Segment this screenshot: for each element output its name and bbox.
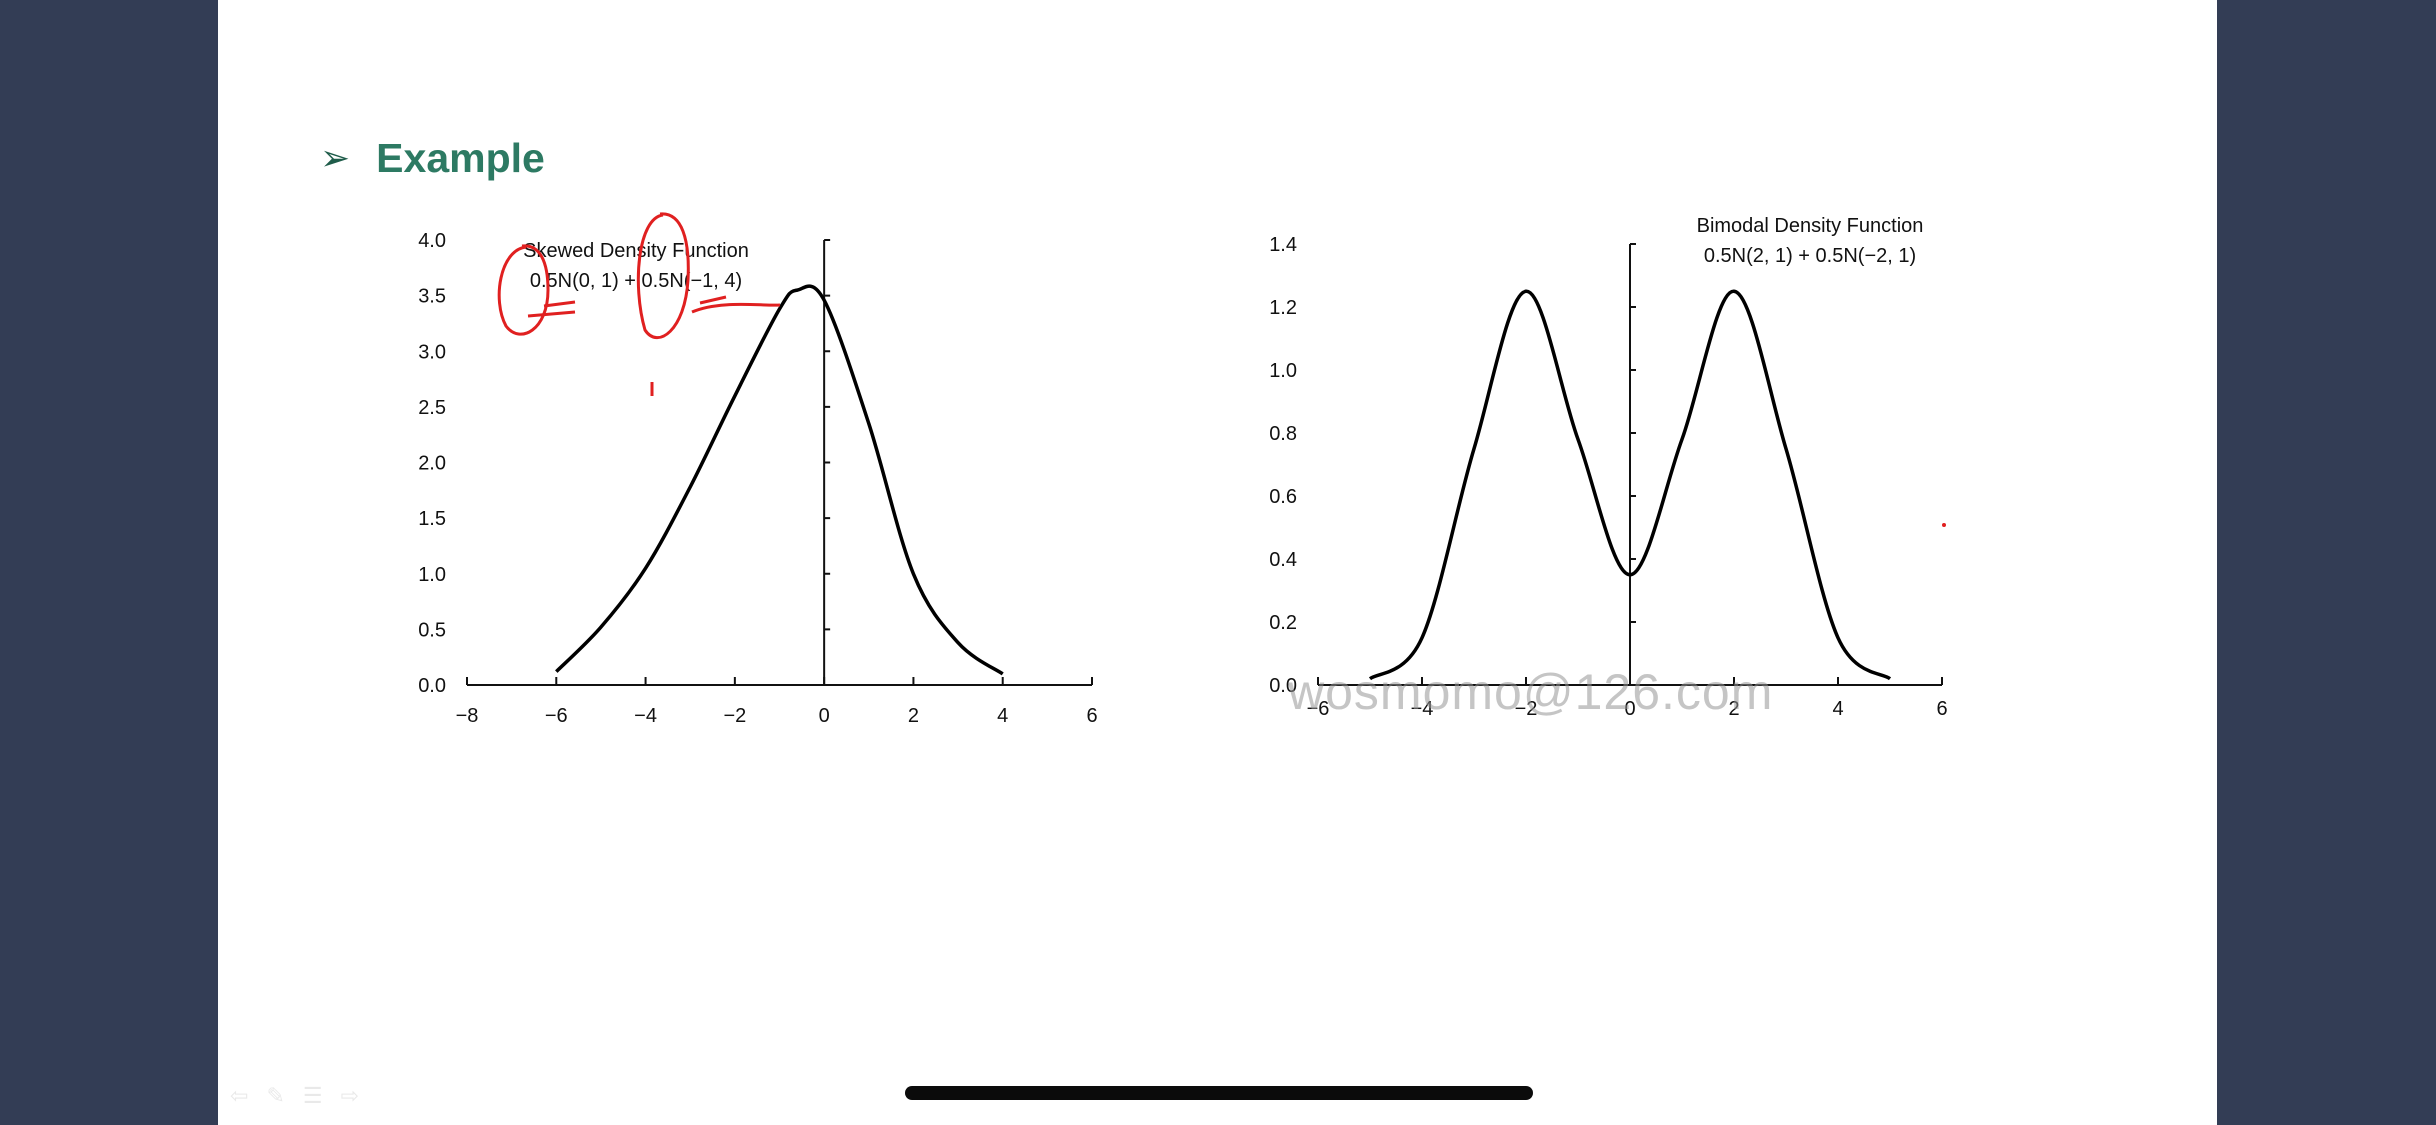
- chart-title: Skewed Density Function: [523, 240, 749, 262]
- arrow-bullet-icon: ➢: [320, 137, 351, 178]
- y-tick-label: 0.0: [1269, 675, 1297, 697]
- y-tick-label: 1.4: [1269, 234, 1297, 256]
- home-indicator-bar[interactable]: [905, 1086, 1533, 1100]
- red-underline-annotation-1: [527, 300, 576, 318]
- bimodal-density-chart: −6 −4 −2 0 2 4 6 0.0 0.2 0.4 0.6 0.8 1.0 1.2 1.4 Bimoda…: [1269, 215, 1947, 720]
- back-arrow-icon[interactable]: ⇦: [230, 1083, 249, 1108]
- y-tick-label: 0.2: [1269, 612, 1297, 634]
- red-circle-annotation-2: [636, 212, 690, 340]
- slide-nav-controls[interactable]: ⇦ ✎ ☰ ⇨: [230, 1083, 359, 1109]
- density-curve-line: [555, 284, 1004, 676]
- watermark-text: wosmomo@126.com: [1288, 664, 1774, 720]
- y-tick-label: 0.6: [1269, 486, 1297, 508]
- y-tick-label: 1.0: [418, 564, 446, 586]
- slide-canvas: [218, 0, 2217, 1125]
- red-circle-annotation-1: [497, 244, 550, 336]
- slide-heading: ➢ Example: [320, 128, 545, 188]
- x-tick-label: −8: [456, 705, 479, 727]
- y-tick-label: 2.5: [418, 397, 446, 419]
- x-tick-label: 4: [1832, 698, 1843, 720]
- red-dot-annotation: [1942, 523, 1946, 527]
- menu-icon[interactable]: ☰: [302, 1083, 323, 1108]
- y-tick-label: 1.2: [1269, 297, 1297, 319]
- y-tick-label: 0.5: [418, 619, 446, 641]
- handwritten-annotations: [497, 212, 1946, 527]
- y-tick-label: 3.0: [418, 341, 446, 363]
- y-tick-label: 1.0: [1269, 360, 1297, 382]
- x-tick-label: −4: [1411, 698, 1434, 720]
- y-tick-label: 4.0: [418, 230, 446, 252]
- y-tick-label: 0.4: [1269, 549, 1297, 571]
- chart-subtitle: 0.5N(2, 1) + 0.5N(−2, 1): [1704, 245, 1916, 267]
- x-tick-label: 6: [1086, 705, 1097, 727]
- x-tick-label: −2: [723, 705, 746, 727]
- chart-title: Bimodal Density Function: [1697, 215, 1924, 237]
- y-tick-label: 0.8: [1269, 423, 1297, 445]
- x-tick-label: −6: [545, 705, 568, 727]
- y-tick-label: 3.5: [418, 286, 446, 308]
- x-tick-label: 0: [819, 705, 830, 727]
- x-tick-label: −6: [1307, 698, 1330, 720]
- y-tick-label: 2.0: [418, 453, 446, 475]
- y-tick-label: 1.5: [418, 508, 446, 530]
- y-tick-label: 0.0: [418, 675, 446, 697]
- density-curve-line: [1368, 289, 1892, 681]
- x-tick-label: 2: [1728, 698, 1739, 720]
- pen-icon[interactable]: ✎: [266, 1083, 285, 1108]
- red-underline-annotation-2: [691, 295, 781, 314]
- heading-text: Example: [376, 134, 545, 181]
- x-tick-label: −4: [634, 705, 657, 727]
- x-tick-label: 6: [1936, 698, 1947, 720]
- x-tick-label: 4: [997, 705, 1008, 727]
- x-tick-label: −2: [1515, 698, 1538, 720]
- x-tick-label: 0: [1624, 698, 1635, 720]
- x-tick-label: 2: [908, 705, 919, 727]
- chart-subtitle: 0.5N(0, 1) + 0.5N(−1, 4): [530, 270, 742, 292]
- forward-arrow-icon[interactable]: ⇨: [340, 1083, 360, 1108]
